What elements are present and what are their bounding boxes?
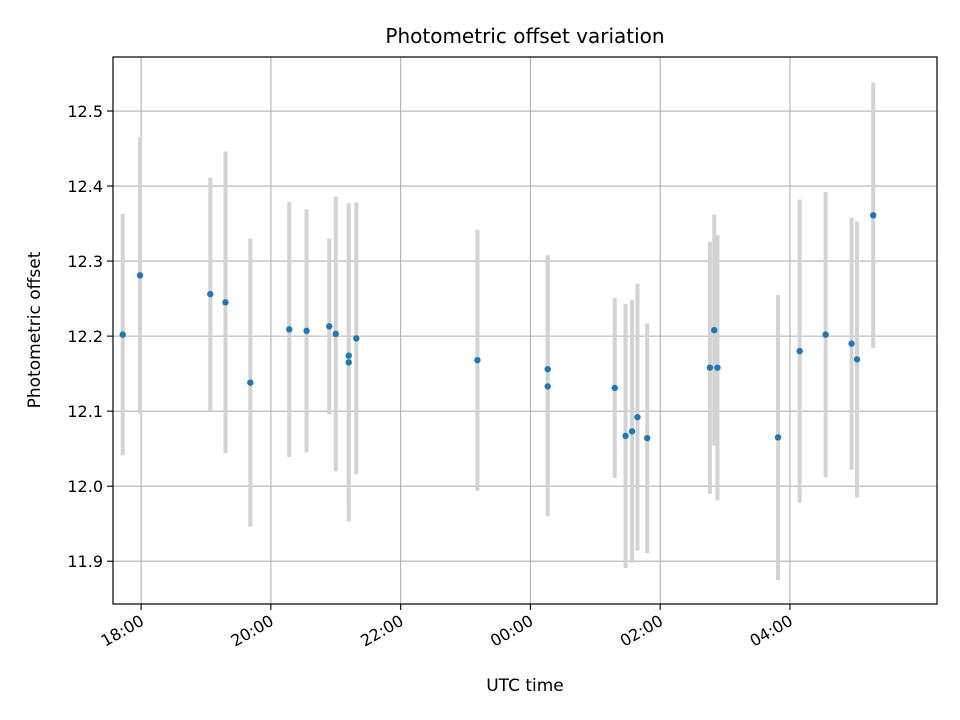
data-point: [222, 299, 229, 306]
data-points: [119, 212, 877, 442]
y-tick-label: 12.0: [67, 477, 103, 496]
data-point: [869, 212, 877, 219]
y-tick-label: 12.5: [67, 102, 103, 121]
y-tick-label: 12.3: [67, 252, 103, 271]
data-point: [474, 356, 481, 364]
data-point: [332, 330, 339, 338]
data-point: [628, 428, 636, 435]
data-point: [714, 364, 721, 371]
y-axis-label: Photometric offset: [25, 251, 45, 408]
data-point: [822, 331, 829, 338]
y-tick-label: 12.1: [67, 402, 103, 421]
data-point: [848, 340, 855, 347]
data-point: [774, 434, 782, 441]
data-point: [326, 323, 333, 330]
data-point: [622, 432, 629, 440]
data-point: [853, 356, 861, 363]
data-point: [136, 272, 144, 279]
chart-title: Photometric offset variation: [385, 24, 664, 48]
data-point: [345, 359, 352, 366]
y-tick-label: 12.4: [67, 177, 103, 196]
data-point: [247, 379, 254, 386]
x-axis-label: UTC time: [486, 676, 564, 696]
data-point: [544, 365, 551, 373]
y-tick-label: 11.9: [67, 552, 103, 571]
data-point: [353, 335, 360, 342]
plot-area: [113, 57, 937, 604]
data-point: [303, 327, 310, 335]
data-point: [119, 331, 126, 338]
data-point: [544, 383, 551, 390]
data-point: [207, 290, 214, 298]
data-point: [796, 347, 803, 355]
data-point: [345, 352, 352, 359]
data-point: [711, 326, 718, 334]
data-point: [706, 364, 714, 371]
plot-frame: [112, 56, 938, 605]
data-point: [634, 413, 641, 421]
data-point: [286, 326, 293, 333]
data-point: [643, 434, 651, 442]
y-tick-label: 12.2: [67, 327, 103, 346]
data-point: [611, 384, 618, 392]
